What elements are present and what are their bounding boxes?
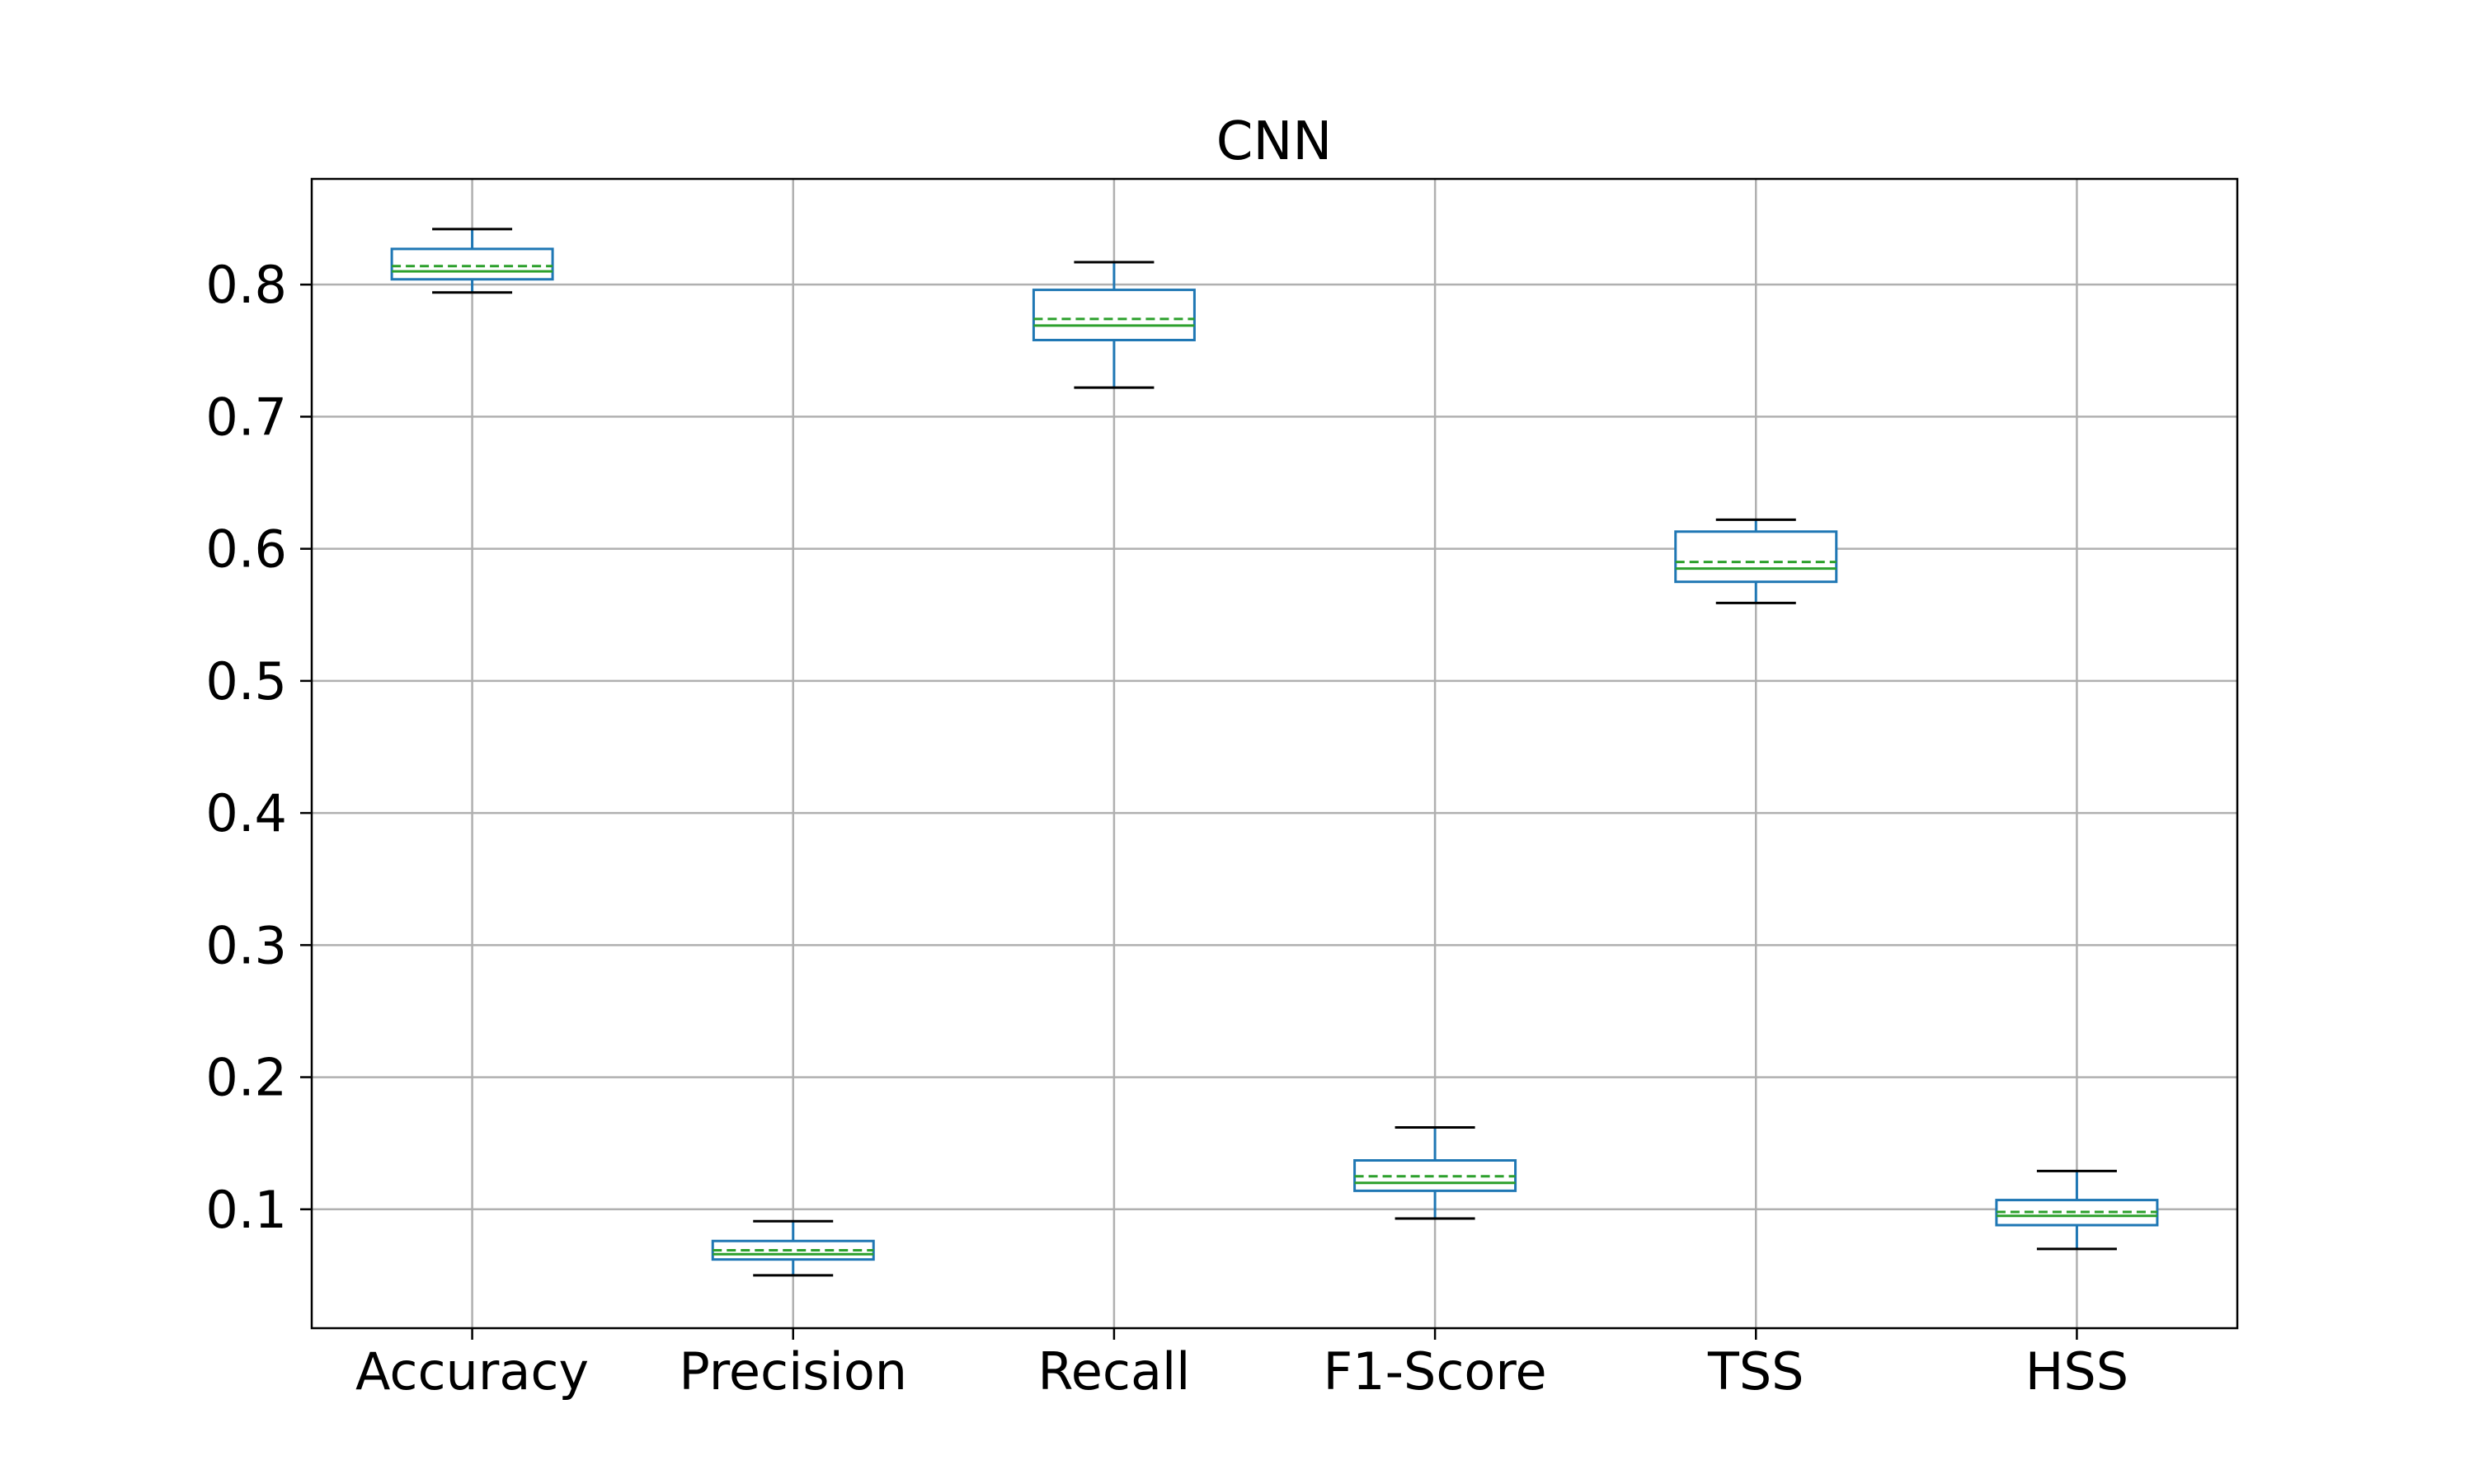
y-tick-label: 0.7 xyxy=(205,387,287,447)
box-precision xyxy=(711,1219,875,1277)
box-tss xyxy=(1674,518,1838,604)
plot-frame xyxy=(310,177,2239,1330)
y-tick-label: 0.6 xyxy=(205,519,287,580)
y-tick-label: 0.4 xyxy=(205,783,287,843)
box-hss xyxy=(1995,1169,2159,1251)
chart-title: CNN xyxy=(1216,111,1332,172)
x-tick-label: F1-Score xyxy=(1324,1341,1547,1402)
boxes xyxy=(390,228,2159,1277)
grid-lines xyxy=(312,179,2237,1328)
iqr-box xyxy=(1032,289,1196,341)
y-tick-label: 0.1 xyxy=(205,1180,287,1240)
y-tick-label: 0.5 xyxy=(205,651,287,711)
box-f1-score xyxy=(1353,1125,1517,1220)
x-tick-label: TSS xyxy=(1707,1341,1804,1402)
y-tick-label: 0.8 xyxy=(205,255,287,315)
box-recall xyxy=(1032,261,1196,389)
iqr-box xyxy=(711,1239,875,1261)
x-tick-label: Accuracy xyxy=(355,1341,589,1402)
y-tick-label: 0.3 xyxy=(205,915,287,975)
x-tick-label: Precision xyxy=(679,1341,907,1402)
iqr-box xyxy=(1995,1199,2159,1227)
x-axis: Accuracy Precision Recall F1-Score TSS HSS xyxy=(355,1328,2128,1402)
iqr-box xyxy=(1353,1159,1517,1192)
iqr-box xyxy=(1674,530,1838,584)
iqr-box xyxy=(390,247,554,281)
y-tick-label: 0.2 xyxy=(205,1048,287,1108)
y-axis: 0.1 0.2 0.3 0.4 0.5 0.6 0.7 0.8 xyxy=(205,255,312,1240)
x-tick-label: HSS xyxy=(2025,1341,2128,1402)
box-accuracy xyxy=(390,228,554,294)
x-tick-label: Recall xyxy=(1037,1341,1190,1402)
